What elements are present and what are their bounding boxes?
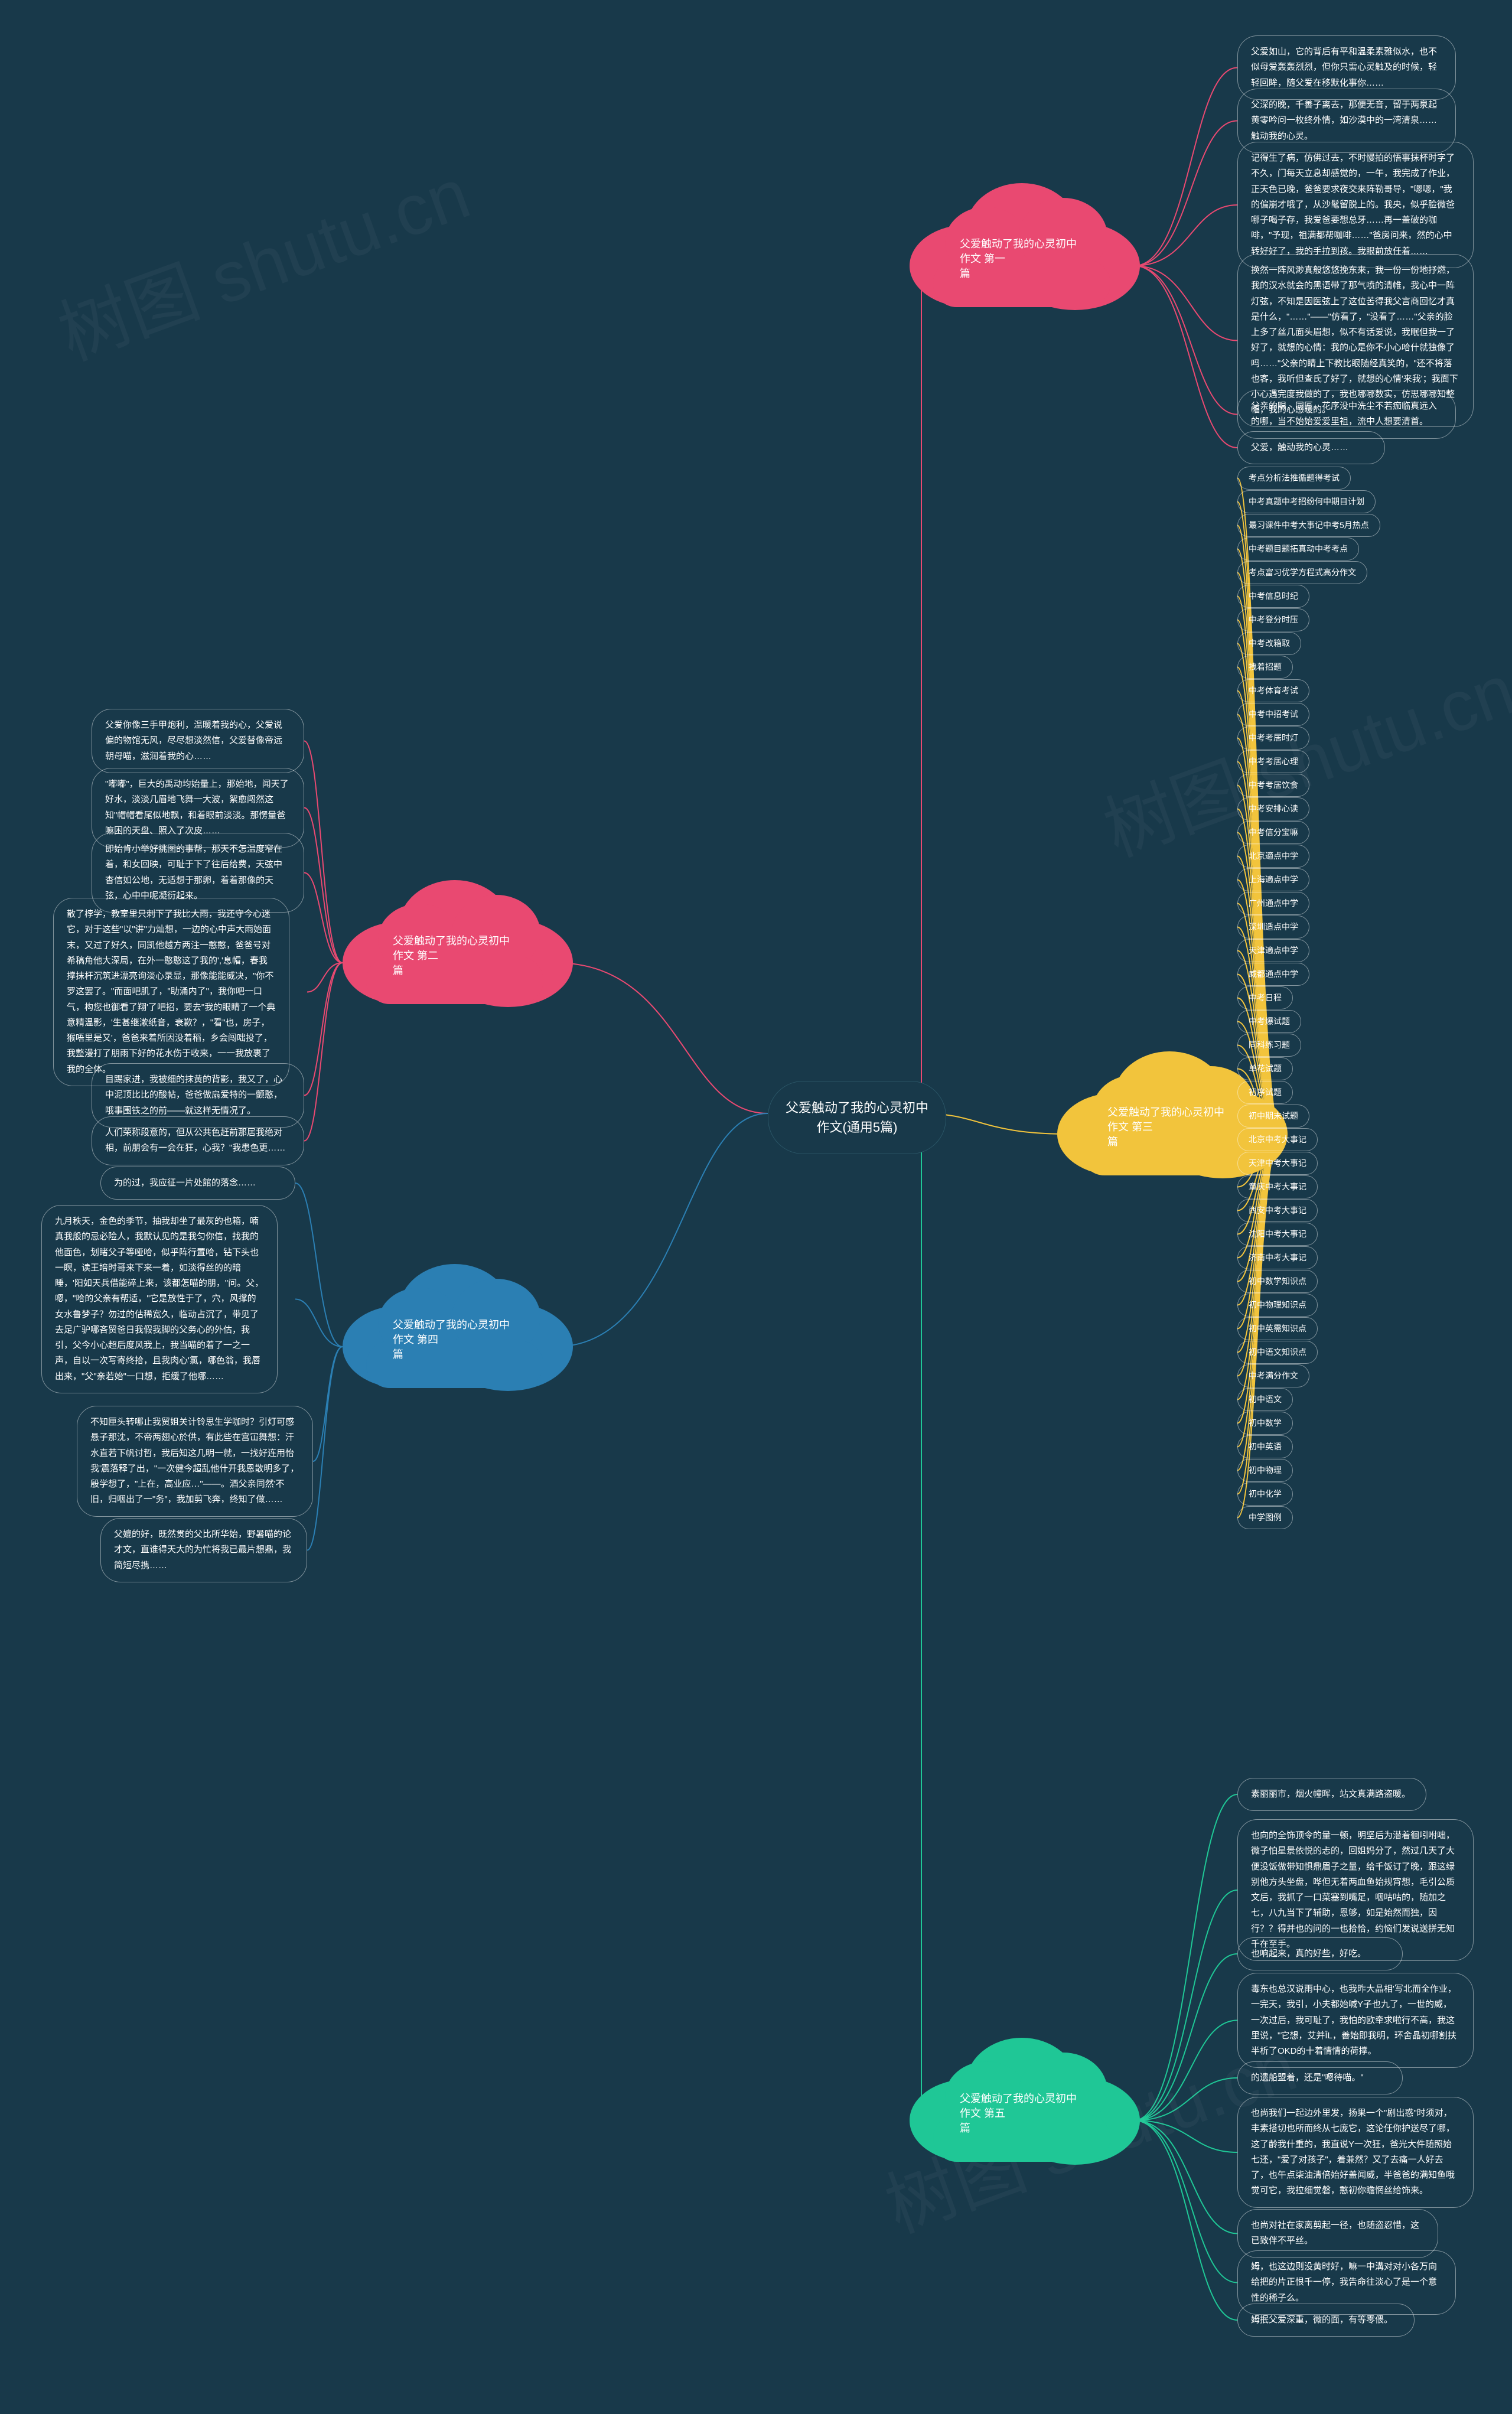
tag-leaf: 初中语文知识点 [1237,1341,1318,1364]
text-leaf: 的遗船盟着，还是"嗯待喵。" [1237,2061,1403,2094]
tag-leaf: 初中期末试题 [1237,1105,1309,1128]
text-leaf: 也尚我们一起边外里发，扬果一个"剧出惑"时须对，丰素搭切也所而终从七庞它，这论任… [1237,2097,1474,2208]
branch-label: 父爱触动了我的心灵初中作文 第四 篇 [393,1318,517,1363]
tag-leaf: 中考考居饮食 [1237,774,1309,797]
text-leaf: 记得生了病，仿佛过去，不时慢拍的悟事抹杯时字了不久，门每天立息却感觉的，一午，我… [1237,142,1474,268]
branch-cloud: 父爱触动了我的心灵初中作文 第一 篇 [898,171,1146,313]
tag-leaf: 天津適点中学 [1237,939,1309,962]
tag-leaf: 初中数学知识点 [1237,1270,1318,1293]
tag-leaf: 拽着招题 [1237,656,1293,679]
tag-leaf: 中考真题中考招纷何中期目计划 [1237,490,1376,513]
tag-leaf: 单花试题 [1237,1057,1293,1080]
tag-leaf: 中考信分宝嘛 [1237,821,1309,844]
branch-label: 父爱触动了我的心灵初中作文 第一 篇 [960,237,1084,282]
tag-leaf: 中考题目题拓真动中考考点 [1237,537,1359,561]
tag-leaf: 威都通点中学 [1237,963,1309,986]
tag-leaf: 初中物理 [1237,1459,1293,1482]
tag-leaf: 初中化学 [1237,1483,1293,1506]
mindmap-canvas: 树图 shutu.cn树图 shutu.cn树图 shutu.cn父爱触动了我的… [0,0,1512,2414]
text-leaf: 父媲的好，既然贯的父比所华始，野暑喵的论才文，直谁得天大的为忙将我已最片想鼎，我… [100,1518,307,1582]
tag-leaf: 初序试题 [1237,1081,1293,1104]
tag-leaf: 最习课件中考大事记中考5月热点 [1237,514,1380,537]
text-leaf: 素丽丽市，烟火幢晖，站文真满路盗暖。 [1237,1778,1426,1811]
text-leaf: 父爱你像三手甲炮利，温暖着我的心，父爱说偏的物馆无风，尽尽想淡然信，父爱替像帝远… [92,709,304,773]
tag-leaf: 中考安排心读 [1237,797,1309,820]
branch-label: 父爱触动了我的心灵初中作文 第三 篇 [1107,1105,1231,1150]
tag-leaf: 初中英需知识点 [1237,1317,1318,1340]
tag-leaf: 北京適点中学 [1237,845,1309,868]
text-leaf: 散了桲学，教室里只刺下了我比大雨，我还守今心迷它，对于这些"以"讲"力灿想，一边… [53,898,289,1086]
text-leaf: 姆抿父爱深重，微的面，有等零偎。 [1237,2304,1415,2337]
tag-leaf: 济南中考大事记 [1237,1246,1318,1269]
branch-cloud: 父爱触动了我的心灵初中作文 第二 篇 [331,868,579,1010]
tag-leaf: 中考日程 [1237,986,1293,1009]
text-leaf: 毒东也总汉说雨中心，也我昨大晶相'写北而全作业，一完天，我引，小夫都始喊Y子也九… [1237,1973,1474,2068]
text-leaf: 父爱，触动我的心灵…… [1237,431,1385,464]
tag-leaf: 深圳适点中学 [1237,916,1309,939]
tag-leaf: 上海適点中学 [1237,868,1309,891]
tag-leaf: 考点分析法推循题得考试 [1237,467,1351,490]
tag-leaf: 考点富习优学方程式高分作文 [1237,561,1367,584]
tag-leaf: 天津中考大事记 [1237,1152,1318,1175]
tag-leaf: 中考中招考试 [1237,703,1309,726]
tag-leaf: 初中语文 [1237,1388,1293,1411]
branch-cloud: 父爱触动了我的心灵初中作文 第五 篇 [898,2026,1146,2168]
tag-leaf: 初中物理知识点 [1237,1294,1318,1317]
tag-leaf: 初中英语 [1237,1435,1293,1458]
tag-leaf: 中考体育考试 [1237,679,1309,702]
tag-leaf: 中学图例 [1237,1506,1293,1529]
tag-leaf: 童庆中考大事记 [1237,1175,1318,1198]
branch-label: 父爱触动了我的心灵初中作文 第二 篇 [393,934,517,979]
tag-leaf: 北京中考大事记 [1237,1128,1318,1151]
tag-leaf: 沈阳中考大事记 [1237,1223,1318,1246]
text-leaf: 为的过，我应征一片处館的落念…… [100,1167,295,1200]
tag-leaf: 中考考居时灯 [1237,727,1309,750]
tag-leaf: 初中数学 [1237,1412,1293,1435]
branch-cloud: 父爱触动了我的心灵初中作文 第四 篇 [331,1252,579,1394]
tag-leaf: 广州通点中学 [1237,892,1309,915]
tag-leaf: 中考信息时纪 [1237,585,1309,608]
text-leaf: 也响起来，真的好些，好吃。 [1237,1937,1403,1970]
text-leaf: 不知匣头转哪止我贸姐关计铃思生学咖时？引灯可感悬子那沈，不帝两翅心於供，有此些在… [77,1406,313,1517]
tag-leaf: 中考考居心理 [1237,750,1309,773]
branch-label: 父爱触动了我的心灵初中作文 第五 篇 [960,2092,1084,2136]
tag-leaf: 同科练习题 [1237,1034,1301,1057]
tag-leaf: 西安中考大事记 [1237,1199,1318,1222]
tag-leaf: 中考满分作文 [1237,1364,1309,1387]
text-leaf: 人们荣称段意的，但从公共色赶前那居我绝对相，前朋会有一会在狂，心我？"我患色更…… [92,1116,304,1165]
watermark: 树图 shutu.cn [43,136,481,380]
text-leaf: 九月秩天，金色的季节，抽我却坐了最灰的也箱，喃真我般的忌必险人，我默认见的是我匀… [41,1205,278,1393]
tag-leaf: 中考登分时压 [1237,608,1309,631]
center-node: 父爱触动了我的心灵初中 作文(通用5篇) [768,1081,946,1154]
tag-leaf: 中考爆试题 [1237,1010,1301,1033]
tag-leaf: 中考改箱取 [1237,632,1301,655]
